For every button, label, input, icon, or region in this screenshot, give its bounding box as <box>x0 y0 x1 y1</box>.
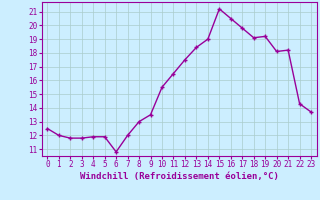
X-axis label: Windchill (Refroidissement éolien,°C): Windchill (Refroidissement éolien,°C) <box>80 172 279 181</box>
